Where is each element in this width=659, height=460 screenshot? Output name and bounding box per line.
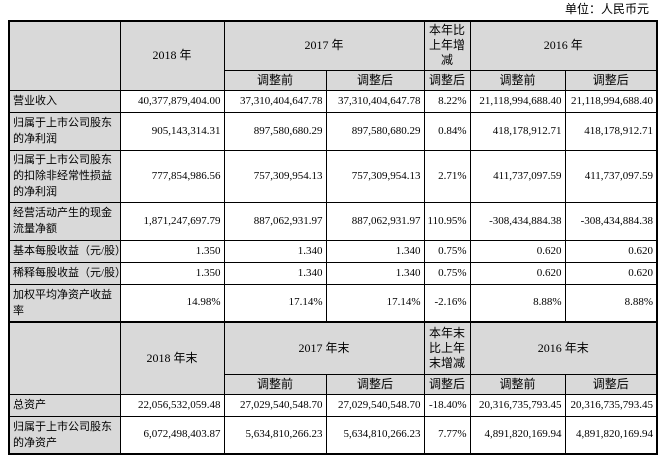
table-header-row-adjustment: 调整前 调整后 调整后 调整前 调整后 bbox=[9, 373, 658, 395]
subheader-2017-before: 调整前 bbox=[223, 69, 327, 91]
value-cell: 5,634,810,266.23 bbox=[325, 415, 425, 455]
year-end-balance-table: 2018 年末 2017 年末 本年末比上年末增减 2016 年末 调整前 调整… bbox=[8, 321, 659, 455]
subheader-change-after: 调整后 bbox=[423, 373, 471, 395]
value-cell: 27,029,540,548.70 bbox=[223, 393, 327, 417]
value-cell: 0.620 bbox=[564, 261, 658, 285]
value-cell: 22,056,532,059.48 bbox=[119, 393, 225, 417]
value-cell: -308,434,884.38 bbox=[564, 201, 658, 241]
table-row-net-profit-excl-nonrecurring: 归属于上市公司股东的扣除非经常性损益的净利润 777,854,986.56 75… bbox=[8, 149, 658, 203]
value-cell: 8.88% bbox=[564, 283, 658, 323]
col-header-2017-yearend: 2017 年末 bbox=[223, 321, 425, 375]
row-label: 归属于上市公司股东的净资产 bbox=[8, 415, 121, 455]
value-cell: 21,118,994,688.40 bbox=[564, 89, 658, 113]
subheader-2016-before: 调整前 bbox=[469, 373, 566, 395]
value-cell: 0.75% bbox=[423, 239, 471, 263]
value-cell: 7.77% bbox=[423, 415, 471, 455]
value-cell: 40,377,879,404.00 bbox=[119, 89, 225, 113]
value-cell: 1.350 bbox=[119, 261, 225, 285]
value-cell: 777,854,986.56 bbox=[119, 149, 225, 203]
subheader-2017-after: 调整后 bbox=[325, 373, 425, 395]
table-row-operating-cash-flow: 经营活动产生的现金流量净额 1,871,247,697.79 887,062,9… bbox=[8, 201, 658, 241]
table-row-basic-eps: 基本每股收益（元/股） 1.350 1.340 1.340 0.75% 0.62… bbox=[8, 239, 658, 263]
value-cell: 0.84% bbox=[423, 111, 471, 151]
table-row-net-profit: 归属于上市公司股东的净利润 905,143,314.31 897,580,680… bbox=[8, 111, 658, 151]
subheader-2016-after: 调整后 bbox=[564, 69, 658, 91]
value-cell: 4,891,820,169.94 bbox=[564, 415, 658, 455]
value-cell: 1.340 bbox=[325, 261, 425, 285]
value-cell: 887,062,931.97 bbox=[325, 201, 425, 241]
value-cell: 897,580,680.29 bbox=[223, 111, 327, 151]
value-cell: 887,062,931.97 bbox=[223, 201, 327, 241]
value-cell: 21,118,994,688.40 bbox=[469, 89, 566, 113]
value-cell: 17.14% bbox=[223, 283, 327, 323]
row-label: 归属于上市公司股东的扣除非经常性损益的净利润 bbox=[8, 149, 121, 203]
col-header-2016: 2016 年 bbox=[469, 20, 658, 71]
value-cell: 5,634,810,266.23 bbox=[223, 415, 327, 455]
row-label: 基本每股收益（元/股） bbox=[8, 239, 121, 263]
value-cell: 27,029,540,548.70 bbox=[325, 393, 425, 417]
col-header-2018-yearend: 2018 年末 bbox=[119, 321, 225, 395]
value-cell: 418,178,912.71 bbox=[564, 111, 658, 151]
col-header-yearend-change: 本年末比上年末增减 bbox=[423, 321, 471, 375]
row-label: 总资产 bbox=[8, 393, 121, 417]
col-header-2016-yearend: 2016 年末 bbox=[469, 321, 658, 375]
value-cell: 17.14% bbox=[325, 283, 425, 323]
table-header-row-adjustment: 调整前 调整后 调整后 调整前 调整后 bbox=[9, 69, 658, 91]
value-cell: 110.95% bbox=[423, 201, 471, 241]
subheader-2017-before: 调整前 bbox=[223, 373, 327, 395]
value-cell: 4,891,820,169.94 bbox=[469, 415, 566, 455]
value-cell: 20,316,735,793.45 bbox=[564, 393, 658, 417]
table-row-weighted-avg-roe: 加权平均净资产收益率 14.98% 17.14% 17.14% -2.16% 8… bbox=[8, 283, 658, 323]
value-cell: -308,434,884.38 bbox=[469, 201, 566, 241]
value-cell: 8.88% bbox=[469, 283, 566, 323]
subheader-2016-before: 调整前 bbox=[469, 69, 566, 91]
value-cell: 0.620 bbox=[469, 261, 566, 285]
col-header-2018: 2018 年 bbox=[119, 20, 225, 91]
row-label: 稀释每股收益（元/股） bbox=[8, 261, 121, 285]
blank-corner-cell bbox=[8, 321, 121, 395]
row-label: 加权平均净资产收益率 bbox=[8, 283, 121, 323]
value-cell: 1.350 bbox=[119, 239, 225, 263]
value-cell: 6,072,498,403.87 bbox=[119, 415, 225, 455]
value-cell: 37,310,404,647.78 bbox=[325, 89, 425, 113]
row-label: 营业收入 bbox=[8, 89, 121, 113]
unit-label: 单位：人民币元 bbox=[564, 2, 649, 16]
value-cell: 37,310,404,647.78 bbox=[223, 89, 327, 113]
col-header-2017: 2017 年 bbox=[223, 20, 425, 71]
subheader-2017-after: 调整后 bbox=[325, 69, 425, 91]
value-cell: 897,580,680.29 bbox=[325, 111, 425, 151]
table-header-row-yearend: 2018 年末 2017 年末 本年末比上年末增减 2016 年末 bbox=[8, 321, 658, 395]
value-cell: 14.98% bbox=[119, 283, 225, 323]
value-cell: 1.340 bbox=[325, 239, 425, 263]
annual-results-table: 2018 年 2017 年 本年比上年增减 2016 年 调整前 调整后 调整后… bbox=[8, 20, 659, 323]
col-header-yoy-change: 本年比上年增减 bbox=[423, 20, 471, 71]
value-cell: -2.16% bbox=[423, 283, 471, 323]
value-cell: 411,737,097.59 bbox=[564, 149, 658, 203]
blank-corner-cell bbox=[8, 20, 121, 91]
table-header-row-years: 2018 年 2017 年 本年比上年增减 2016 年 bbox=[8, 20, 658, 91]
row-label: 归属于上市公司股东的净利润 bbox=[8, 111, 121, 151]
table-row-net-assets: 归属于上市公司股东的净资产 6,072,498,403.87 5,634,810… bbox=[8, 415, 658, 455]
table-row-total-assets: 总资产 22,056,532,059.48 27,029,540,548.70 … bbox=[8, 393, 658, 417]
value-cell: 905,143,314.31 bbox=[119, 111, 225, 151]
value-cell: -18.40% bbox=[423, 393, 471, 417]
value-cell: 1.340 bbox=[223, 261, 327, 285]
value-cell: 418,178,912.71 bbox=[469, 111, 566, 151]
table-row-diluted-eps: 稀释每股收益（元/股） 1.350 1.340 1.340 0.75% 0.62… bbox=[8, 261, 658, 285]
value-cell: 1.340 bbox=[223, 239, 327, 263]
value-cell: 757,309,954.13 bbox=[325, 149, 425, 203]
subheader-change-after: 调整后 bbox=[423, 69, 471, 91]
value-cell: 411,737,097.59 bbox=[469, 149, 566, 203]
value-cell: 20,316,735,793.45 bbox=[469, 393, 566, 417]
value-cell: 0.75% bbox=[423, 261, 471, 285]
value-cell: 757,309,954.13 bbox=[223, 149, 327, 203]
value-cell: 2.71% bbox=[423, 149, 471, 203]
row-label: 经营活动产生的现金流量净额 bbox=[8, 201, 121, 241]
value-cell: 0.620 bbox=[564, 239, 658, 263]
subheader-2016-after: 调整后 bbox=[564, 373, 658, 395]
table-row-revenue: 营业收入 40,377,879,404.00 37,310,404,647.78… bbox=[8, 89, 658, 113]
value-cell: 8.22% bbox=[423, 89, 471, 113]
value-cell: 0.620 bbox=[469, 239, 566, 263]
value-cell: 1,871,247,697.79 bbox=[119, 201, 225, 241]
